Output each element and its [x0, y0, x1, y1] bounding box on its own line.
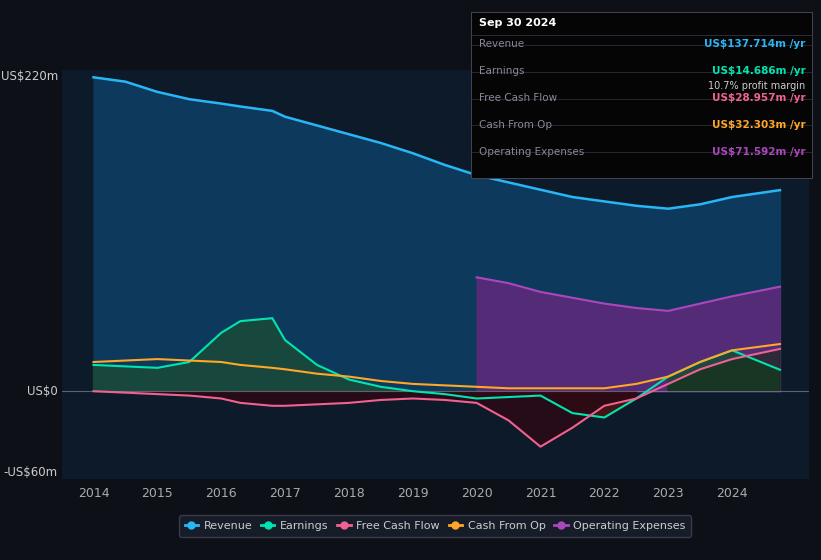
Text: US$71.592m /yr: US$71.592m /yr	[712, 147, 805, 157]
Text: US$0: US$0	[27, 385, 57, 398]
Text: US$28.957m /yr: US$28.957m /yr	[712, 93, 805, 103]
Text: US$32.303m /yr: US$32.303m /yr	[712, 120, 805, 130]
Text: Free Cash Flow: Free Cash Flow	[479, 93, 557, 103]
Text: US$137.714m /yr: US$137.714m /yr	[704, 39, 805, 49]
Text: Operating Expenses: Operating Expenses	[479, 147, 585, 157]
Text: Sep 30 2024: Sep 30 2024	[479, 18, 557, 28]
Text: Earnings: Earnings	[479, 66, 525, 76]
Legend: Revenue, Earnings, Free Cash Flow, Cash From Op, Operating Expenses: Revenue, Earnings, Free Cash Flow, Cash …	[179, 515, 691, 536]
Text: US$14.686m /yr: US$14.686m /yr	[712, 66, 805, 76]
Text: Revenue: Revenue	[479, 39, 525, 49]
Text: Cash From Op: Cash From Op	[479, 120, 553, 130]
Text: US$220m: US$220m	[1, 70, 57, 83]
Text: 10.7% profit margin: 10.7% profit margin	[709, 81, 805, 91]
Text: -US$60m: -US$60m	[4, 466, 57, 479]
